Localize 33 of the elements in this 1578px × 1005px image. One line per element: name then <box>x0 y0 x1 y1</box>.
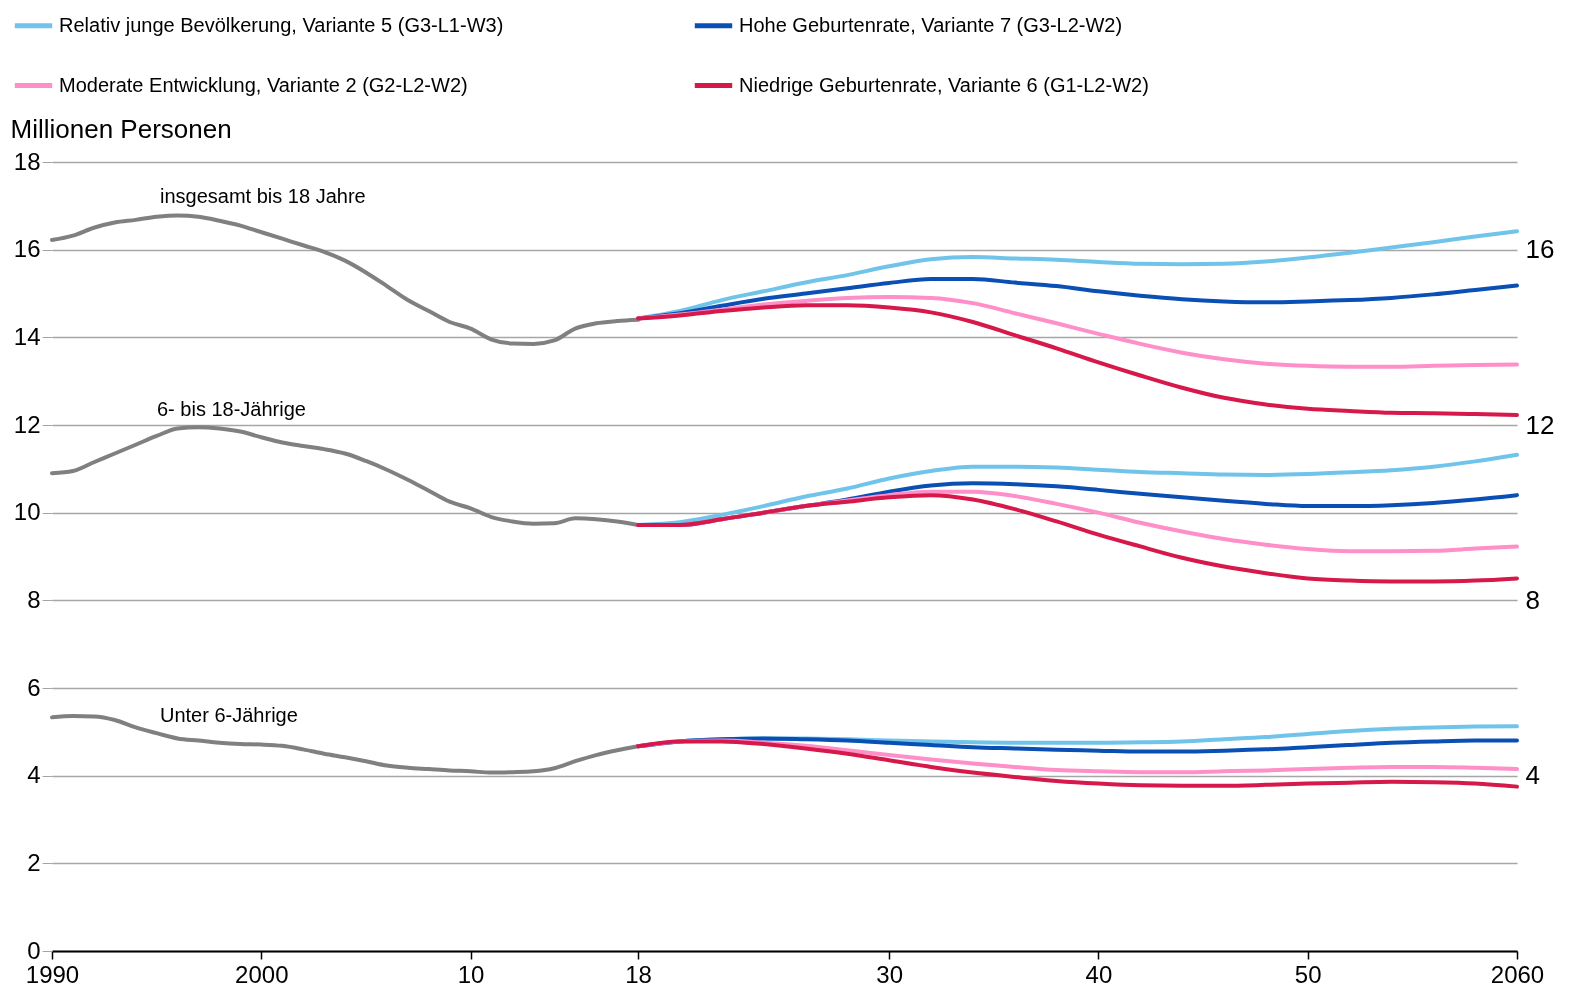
y-tick-label: 6 <box>27 673 41 701</box>
x-tick-label: 30 <box>876 960 903 988</box>
legend-label: Relativ junge Bevölkerung, Variante 5 (G3-L1-W3) <box>59 13 504 36</box>
y-tick-label: 18 <box>13 147 41 175</box>
line-series <box>636 493 1519 584</box>
annotation: Unter 6-Jährige <box>160 704 298 726</box>
y-tick-label: 10 <box>13 498 41 526</box>
line-series <box>50 425 640 527</box>
x-tick-label: 10 <box>457 960 485 988</box>
x-tick-label: 2000 <box>235 960 289 988</box>
legend-label: Niedrige Geburtenrate, Variante 6 (G1-L2-W2) <box>739 73 1149 96</box>
annotation: insgesamt bis 18 Jahre <box>160 185 366 207</box>
line-series <box>636 303 1519 417</box>
y-tick-label: 12 <box>13 410 41 438</box>
y2-tick-label: 4 <box>1525 760 1540 791</box>
y2-tick-label: 8 <box>1525 584 1540 615</box>
y-tick-label: 4 <box>27 761 41 789</box>
y-tick-label: 16 <box>13 235 41 263</box>
x-tick-label: 2060 <box>1490 960 1545 988</box>
legend-label: Hohe Geburtenrate, Variante 7 (G3-L2-W2) <box>739 13 1123 36</box>
y-axis-title: Millionen Personen <box>10 113 232 144</box>
legend-label: Moderate Entwicklung, Variante 2 (G2-L2-W2) <box>59 73 468 96</box>
line-series <box>636 739 1519 789</box>
line-series <box>50 213 640 346</box>
y-tick-label: 8 <box>27 585 41 613</box>
y2-tick-label: 16 <box>1525 234 1555 265</box>
y-tick-label: 14 <box>13 322 41 350</box>
x-tick-label: 40 <box>1085 960 1113 988</box>
y2-tick-label: 12 <box>1525 409 1555 440</box>
annotation: 6- bis 18-Jährige <box>157 398 306 420</box>
x-tick-label: 18 <box>625 960 652 988</box>
y-tick-label: 2 <box>27 848 41 876</box>
x-tick-label: 50 <box>1294 960 1322 988</box>
